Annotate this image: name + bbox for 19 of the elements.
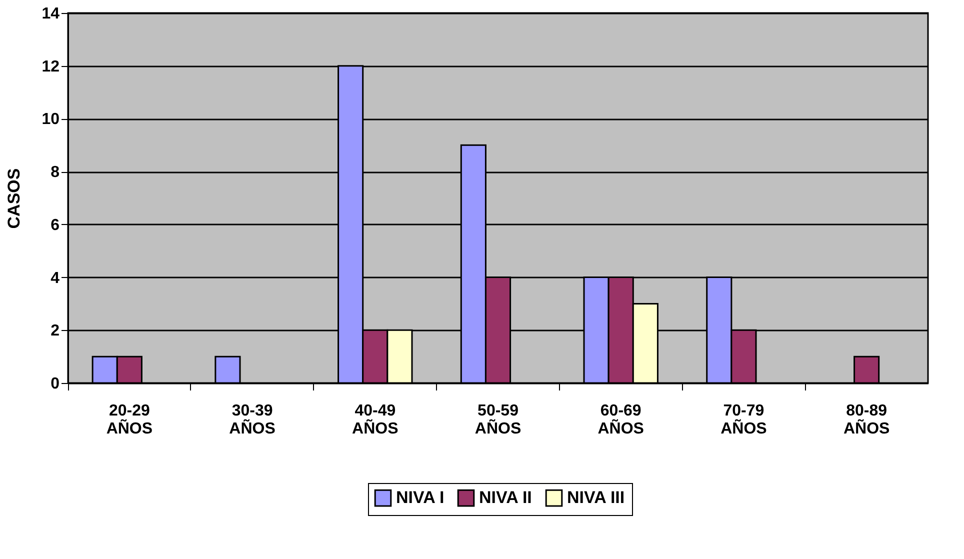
y-tick-label: 0	[50, 376, 60, 392]
x-tick-label: 40-49 AÑOS	[352, 402, 399, 438]
legend-label: NIVA III	[567, 488, 625, 508]
x-tick-label: 60-69 AÑOS	[598, 402, 644, 438]
x-tick-label: 50-59 AÑOS	[474, 402, 522, 438]
y-tick-label: 6	[50, 216, 60, 234]
x-tick-label: 30-39 AÑOS	[229, 402, 276, 438]
y-tick-label: 10	[42, 111, 60, 128]
y-tick-label: 12	[42, 58, 60, 76]
y-axis-title: CASOS	[4, 168, 24, 229]
x-tick-label: 20-29 AÑOS	[106, 402, 153, 438]
y-tick-label: 8	[50, 164, 60, 182]
legend-label: NIVA I	[396, 488, 444, 508]
y-tick-label: 14	[42, 6, 60, 22]
y-tick-label: 2	[50, 322, 60, 340]
y-tick-label: 4	[50, 270, 60, 287]
x-tick-label: 80-89 AÑOS	[843, 402, 890, 438]
x-tick-label: 70-79 AÑOS	[720, 402, 768, 438]
legend-label: NIVA II	[479, 488, 532, 508]
